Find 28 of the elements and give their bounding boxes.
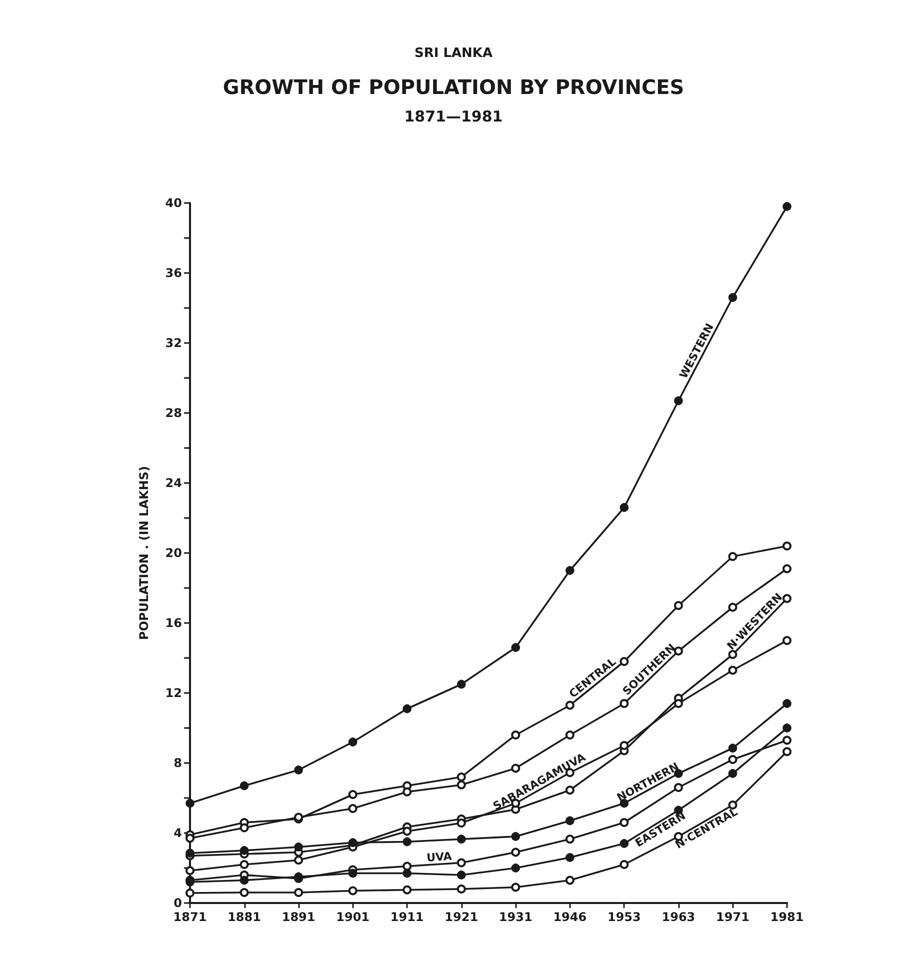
y-tick-label: 28 (165, 406, 182, 420)
y-tick-label: 24 (165, 476, 182, 490)
y-tick-label: 40 (165, 196, 182, 210)
x-tick-label: 1946 (553, 910, 587, 924)
x-tick-label: 1911 (390, 910, 424, 924)
y-tick-label: 8 (174, 756, 182, 770)
y-tick-label: 20 (165, 546, 182, 560)
y-tick-label: 16 (165, 616, 182, 630)
y-tick-label: 36 (165, 266, 182, 280)
x-tick-label: 1981 (770, 910, 804, 924)
x-tick-label: 1871 (173, 910, 207, 924)
x-tick-label: 1931 (498, 910, 532, 924)
x-tick-label: 1971 (716, 910, 750, 924)
y-axis-title: POPULATION . (IN LAKHS) (137, 466, 151, 640)
x-tick-label: 1901 (336, 910, 370, 924)
y-tick-label: 32 (165, 336, 182, 350)
y-tick-label: 0 (174, 896, 182, 910)
x-tick-label: 1881 (228, 910, 261, 924)
y-tick-label: 12 (165, 686, 182, 700)
x-tick-label: 1891 (282, 910, 316, 924)
x-tick-label: 1921 (444, 910, 478, 924)
text: SRI LANKA (414, 46, 493, 61)
series-label: UVA (426, 850, 453, 864)
chart-title: GROWTH OF POPULATION BY PROVINCES (222, 75, 684, 99)
chart-subtitle: 1871—1981 (404, 108, 503, 126)
x-tick-label: 1953 (607, 910, 641, 924)
y-tick-label: 4 (174, 826, 182, 840)
x-tick-label: 1963 (662, 910, 696, 924)
